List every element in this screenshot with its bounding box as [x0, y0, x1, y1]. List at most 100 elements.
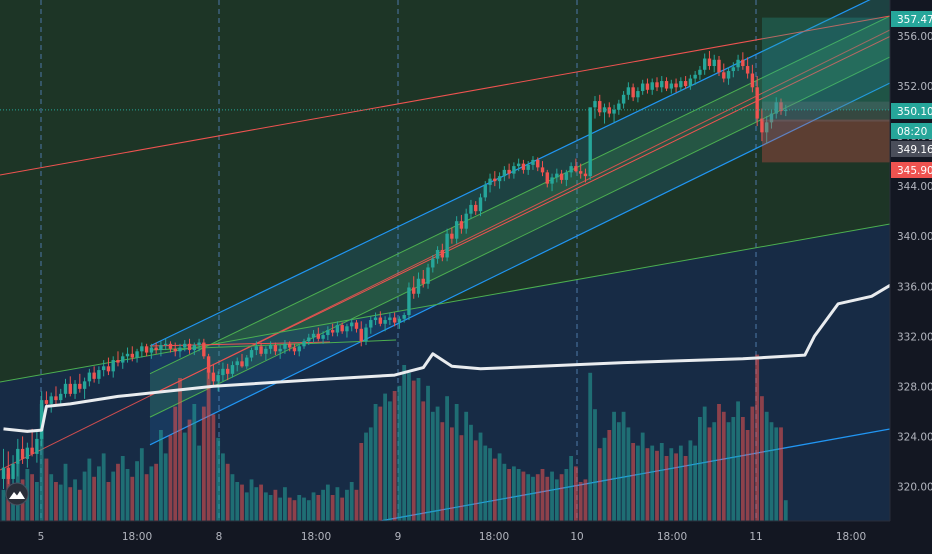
candle-body: [355, 323, 358, 329]
candle-body: [436, 250, 439, 259]
volume-bar: [507, 469, 511, 521]
candle-body: [345, 326, 348, 331]
volume-bar: [87, 459, 91, 521]
candle-body: [369, 320, 372, 328]
candle-body: [374, 318, 377, 321]
candle-body: [388, 318, 391, 321]
candle-body: [212, 373, 215, 382]
volume-bar: [159, 430, 163, 521]
candle-body: [674, 84, 677, 88]
candle-body: [684, 81, 687, 86]
volume-bar: [355, 490, 359, 521]
volume-bar: [440, 422, 444, 521]
volume-bar: [321, 490, 325, 521]
volume-bar: [369, 427, 373, 521]
target-zone: [762, 18, 890, 110]
candle-body: [183, 344, 186, 348]
volume-bar: [45, 459, 49, 521]
volume-bar: [464, 412, 468, 521]
candle-body: [579, 171, 582, 174]
volume-bar: [116, 464, 120, 521]
volume-bar: [555, 479, 559, 521]
volume-bar: [145, 474, 149, 521]
volume-bar: [211, 414, 215, 521]
candle-body: [445, 234, 448, 258]
volume-bar: [631, 443, 635, 521]
volume-bar: [564, 469, 568, 521]
candle-body: [689, 79, 692, 87]
volume-bar: [326, 485, 330, 521]
volume-bar: [708, 427, 712, 521]
candle-body: [69, 384, 72, 394]
volume-bar: [283, 487, 287, 521]
candle-body: [21, 449, 24, 459]
volume-bar: [207, 370, 211, 521]
price-tag-label: 08:20: [897, 126, 927, 138]
candle-body: [59, 394, 62, 400]
candle-body: [488, 179, 491, 185]
candle-body: [646, 84, 649, 90]
volume-bar: [469, 425, 473, 521]
entry-zone: [762, 102, 890, 122]
x-tick-label: 8: [216, 531, 223, 543]
x-tick-label: 18:00: [836, 531, 866, 543]
candle-body: [307, 338, 310, 342]
volume-bar: [431, 412, 435, 521]
volume-bar: [293, 500, 297, 521]
candle-body: [92, 373, 95, 379]
volume-bar: [436, 407, 440, 521]
volume-bar: [679, 446, 683, 521]
candle-body: [698, 70, 701, 75]
volume-bar: [78, 490, 82, 521]
candle-body: [713, 60, 716, 66]
candle-body: [278, 349, 281, 352]
volume-bar: [169, 435, 173, 521]
volume-bar: [560, 474, 564, 521]
x-tick-label: 18:00: [301, 531, 331, 543]
volume-bar: [703, 407, 707, 521]
candle-body: [30, 448, 33, 454]
candle-body: [350, 323, 353, 327]
candle-body: [412, 288, 415, 294]
candle-body: [631, 87, 634, 97]
candle-body: [450, 234, 453, 239]
volume-bar: [665, 456, 669, 521]
volume-bar: [402, 365, 406, 521]
volume-bar: [188, 420, 192, 521]
volume-bar: [488, 448, 492, 521]
volume-bar: [445, 396, 449, 521]
candle-body: [517, 164, 520, 167]
volume-bar: [736, 401, 740, 521]
candle-body: [197, 343, 200, 346]
candle-body: [360, 329, 363, 342]
x-tick-label: 18:00: [122, 531, 152, 543]
volume-bar: [636, 446, 640, 521]
candle-body: [741, 60, 744, 66]
volume-bar: [316, 495, 320, 521]
candle-body: [627, 87, 630, 95]
volume-bar: [483, 446, 487, 521]
volume-bar: [455, 404, 459, 521]
candle-body: [608, 107, 611, 113]
volume-bar: [674, 453, 678, 521]
volume-bar: [383, 394, 387, 521]
candle-body: [255, 346, 258, 350]
candle-body: [402, 315, 405, 319]
candle-body: [426, 267, 429, 283]
candle-body: [193, 345, 196, 350]
candle-body: [746, 66, 749, 74]
candle-body: [250, 350, 253, 358]
candle-body: [121, 356, 124, 362]
candle-body: [736, 60, 739, 68]
volume-bar: [264, 492, 268, 521]
candle-body: [126, 354, 129, 357]
logo-badge[interactable]: [6, 483, 28, 505]
candle-body: [302, 341, 305, 346]
candle-body: [589, 107, 592, 176]
candle-body: [464, 214, 467, 229]
y-tick-label: 336.00: [897, 281, 932, 293]
volume-bar: [126, 469, 130, 521]
candle-body: [665, 81, 668, 89]
volume-bar: [235, 482, 239, 521]
candle-body: [240, 361, 243, 366]
